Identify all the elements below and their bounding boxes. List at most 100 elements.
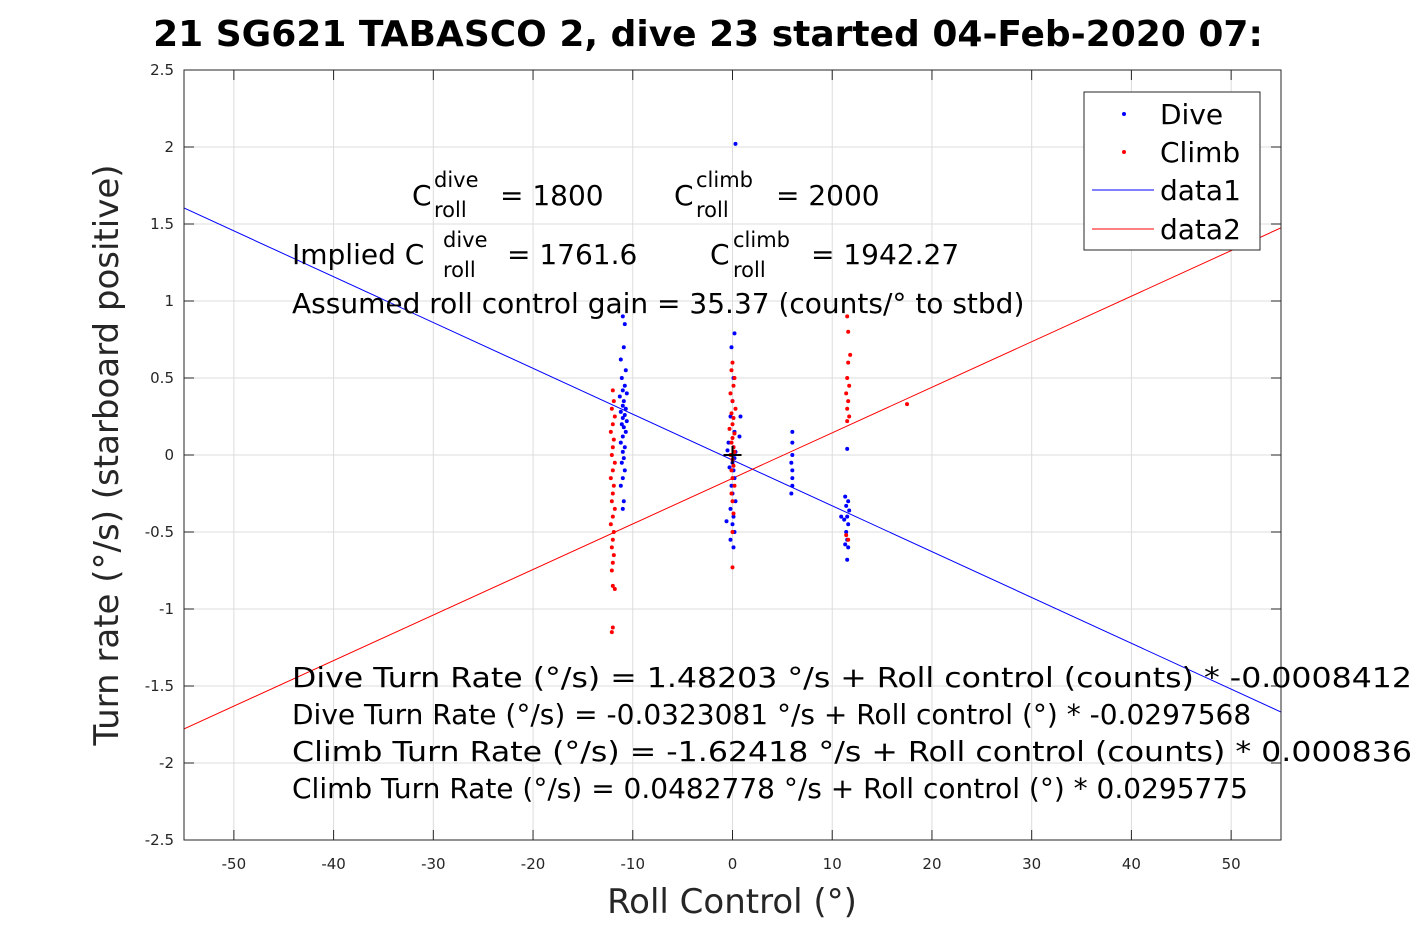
climb-point [846, 329, 851, 334]
gain-annotation: Assumed roll control gain = 35.37 (count… [292, 287, 1024, 320]
climb-point [729, 491, 734, 496]
dive-point [789, 491, 794, 496]
dive-point [839, 514, 844, 519]
dive-point [618, 483, 623, 488]
legend-climb-marker [1122, 150, 1126, 154]
climb-point [845, 376, 850, 380]
climb-point [727, 426, 732, 431]
climb-point [731, 416, 736, 421]
dive-point [622, 445, 627, 450]
y-tick-label: 1.5 [150, 215, 174, 233]
climb-point [610, 422, 615, 427]
dive-point [728, 506, 733, 511]
dive-point [846, 522, 851, 527]
dive-point [620, 388, 625, 393]
climb-point [733, 406, 738, 411]
dive-point [623, 406, 628, 411]
dive-point [620, 476, 625, 481]
climb-point [845, 406, 850, 411]
y-tick-label: -0.5 [145, 523, 174, 541]
dive-point [790, 440, 795, 445]
dive-point [619, 376, 624, 380]
climb-point [611, 530, 616, 534]
implied-climb-value: = 1942.27 [811, 238, 959, 271]
dive-point [729, 483, 734, 488]
dive-point [620, 416, 625, 421]
equation-3: Climb Turn Rate (°/s) = -1.62418 °/s + R… [292, 735, 1412, 768]
dive-point [846, 545, 851, 550]
y-tick-label: 1 [164, 292, 174, 310]
dive-point [843, 494, 848, 499]
legend-dive-marker [1122, 112, 1126, 116]
c-dive-prefix: C [412, 179, 432, 212]
c-climb-sub: roll [696, 198, 729, 222]
climb-point [610, 537, 615, 542]
climb-point [847, 414, 852, 419]
dive-point [621, 456, 626, 461]
climb-point [611, 483, 616, 488]
dive-point [790, 476, 795, 481]
dive-point [622, 412, 627, 417]
dive-point [619, 422, 624, 427]
plot-region [184, 141, 1281, 730]
climb-point [848, 352, 853, 357]
dive-point [621, 425, 626, 430]
climb-point [845, 419, 850, 424]
y-tick-label: 0.5 [150, 369, 174, 387]
climb-point [730, 499, 735, 504]
climb-point [609, 499, 614, 504]
dive-point [729, 345, 734, 350]
implied-climb-prefix: C [710, 238, 730, 271]
dive-point [726, 440, 731, 445]
equation-1: Dive Turn Rate (°/s) = 1.48203 °/s + Rol… [292, 661, 1412, 694]
climb-point [846, 399, 851, 404]
dive-point [845, 514, 850, 519]
climb-point [905, 402, 910, 407]
climb-point [610, 514, 615, 519]
y-tick-label: -2 [159, 754, 174, 772]
dive-point [620, 434, 625, 439]
dive-point [618, 357, 623, 362]
legend: Dive Climb data1 data2 [1083, 91, 1261, 251]
climb-point [610, 560, 615, 565]
climb-point [730, 436, 735, 441]
climb-point [732, 483, 737, 488]
climb-point [729, 468, 734, 473]
dive-point [845, 446, 850, 451]
c-climb-prefix: C [674, 179, 694, 212]
y-tick-label: -1 [159, 600, 174, 618]
climb-point [609, 406, 614, 411]
legend-dive-label: Dive [1160, 98, 1223, 131]
y-tick-label: -1.5 [145, 677, 174, 695]
dive-point [731, 514, 736, 519]
dive-point [789, 460, 794, 465]
climb-point [609, 630, 614, 635]
climb-point [612, 414, 617, 419]
annotation-c-climb: C climb roll = 2000 [674, 168, 880, 222]
dive-point [617, 394, 622, 399]
dive-point [620, 314, 625, 319]
data-points [608, 141, 910, 635]
dive-point [724, 519, 729, 524]
climb-point [732, 376, 737, 380]
dive-point [621, 345, 626, 350]
dive-point [623, 368, 628, 373]
climb-point [847, 383, 852, 388]
climb-point [612, 460, 617, 465]
x-tick-label: 10 [823, 855, 842, 873]
dive-point [790, 429, 795, 434]
origin-marker [723, 446, 742, 464]
climb-point [610, 445, 615, 450]
c-climb-value: = 2000 [776, 179, 880, 212]
climb-point [731, 463, 736, 468]
x-tick-label: -50 [222, 855, 247, 873]
implied-prefix: Implied C [292, 238, 424, 271]
annotation-implied: Implied C dive roll = 1761.6 C climb rol… [292, 228, 959, 282]
dive-point [728, 414, 733, 419]
climb-point [730, 565, 735, 570]
dive-point [623, 429, 628, 434]
dive-point [731, 545, 736, 550]
climb-point [732, 431, 737, 436]
climb-point [844, 391, 849, 396]
x-tick-label: 40 [1122, 855, 1141, 873]
